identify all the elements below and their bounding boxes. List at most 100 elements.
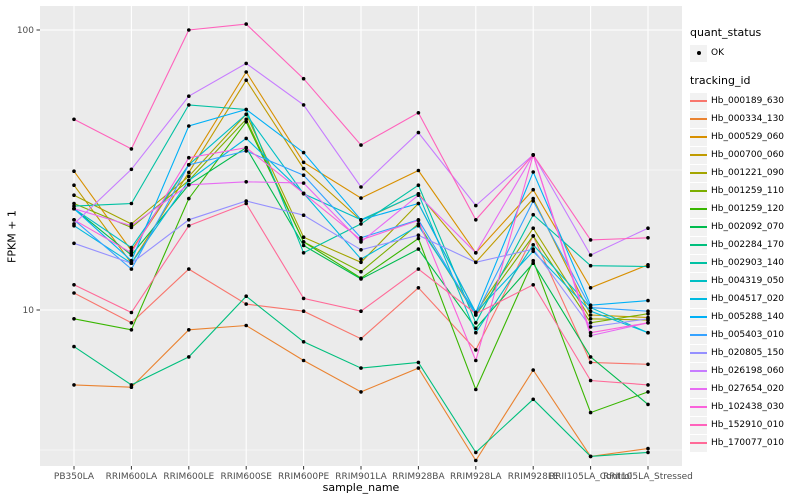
legend-key (690, 380, 707, 398)
data-point (244, 78, 248, 82)
data-point (301, 251, 306, 255)
data-point (646, 317, 650, 321)
legend-item-Hb_001221_090: Hb_001221_090 (690, 164, 798, 182)
legend-item-label: Hb_000189_630 (711, 96, 785, 106)
legend-item-label: Hb_005403_010 (711, 330, 785, 340)
legend-item-label: Hb_005288_140 (711, 312, 785, 322)
legend-item-Hb_004517_020: Hb_004517_020 (690, 290, 798, 308)
line-swatch-icon (690, 100, 707, 102)
data-point (588, 309, 593, 314)
legend-item-Hb_170077_010: Hb_170077_010 (690, 434, 798, 452)
data-point (416, 168, 421, 173)
legend-key (690, 416, 707, 434)
data-point (359, 248, 363, 252)
data-point (187, 155, 191, 160)
data-point (359, 185, 363, 189)
data-point (646, 298, 650, 303)
data-point (646, 311, 650, 316)
data-point (359, 196, 363, 200)
data-point (301, 240, 306, 244)
data-point (531, 153, 535, 157)
data-point (129, 167, 134, 172)
data-point (301, 243, 306, 248)
legend-key (690, 236, 707, 254)
data-point (588, 305, 593, 310)
data-point (187, 183, 191, 187)
data-point (646, 264, 650, 269)
legend-key (690, 146, 707, 164)
data-point (416, 233, 421, 237)
x-tick-label: RRIM928LE (508, 472, 559, 482)
legend-key (690, 92, 707, 110)
data-point (359, 257, 363, 261)
data-point (359, 269, 363, 274)
data-point (359, 277, 363, 281)
line-swatch-icon (690, 154, 707, 156)
data-point (244, 112, 248, 117)
data-point (301, 181, 306, 185)
data-point (416, 193, 421, 197)
data-point (474, 330, 478, 335)
legend-key (690, 128, 707, 146)
data-point (129, 328, 134, 332)
legend-item-label: Hb_020805_150 (711, 348, 785, 358)
data-point (646, 236, 650, 240)
data-point (244, 180, 248, 184)
data-point (301, 358, 306, 363)
legend-item-Hb_000189_630: Hb_000189_630 (690, 92, 798, 110)
data-point (244, 201, 248, 206)
legend-item-Hb_020805_150: Hb_020805_150 (690, 344, 798, 362)
data-point (187, 124, 191, 128)
data-point (244, 294, 248, 299)
legend-key (690, 398, 707, 416)
data-point (72, 344, 76, 349)
data-point (72, 183, 76, 187)
data-point (187, 163, 191, 167)
data-point (301, 76, 306, 81)
data-point (359, 366, 363, 370)
legend-items-tracking-id: Hb_000189_630 Hb_000334_130 Hb_000529_060 H… (690, 92, 798, 452)
legend-item-label: Hb_026198_060 (711, 366, 785, 376)
data-point (588, 454, 593, 459)
line-swatch-icon (690, 424, 707, 426)
legend-item-label: Hb_002092_070 (711, 222, 785, 232)
legend-item-Hb_000334_130: Hb_000334_130 (690, 110, 798, 128)
data-point (301, 340, 306, 344)
data-point (588, 253, 593, 257)
data-point (588, 321, 593, 325)
data-point (244, 323, 248, 328)
data-point (474, 387, 478, 392)
legend-item-label: Hb_004517_020 (711, 294, 785, 304)
line-swatch-icon (690, 352, 707, 354)
data-point (416, 111, 421, 115)
legend-item-quant-OK: OK (690, 44, 798, 62)
legend: quant_status OK tracking_id Hb_000189_63… (690, 26, 798, 464)
line-swatch-icon (690, 244, 707, 246)
data-point (531, 397, 535, 402)
data-point (646, 330, 650, 335)
x-tick-label: RRII105LA_Control (549, 472, 632, 482)
data-point (129, 261, 134, 266)
legend-key (690, 254, 707, 272)
x-tick-label: RRIM600SE (220, 472, 272, 482)
legend-item-label: Hb_152910_010 (711, 420, 785, 430)
data-point (72, 283, 76, 287)
x-tick-label: RRII105LA_Stressed (603, 472, 693, 482)
legend-key (690, 218, 707, 236)
y-axis-title: FPKM + 1 (5, 210, 19, 263)
legend-item-Hb_000700_060: Hb_000700_060 (690, 146, 798, 164)
data-point (244, 107, 248, 112)
data-point (72, 218, 76, 222)
data-point (301, 103, 306, 107)
data-point (129, 383, 134, 387)
legend-key (690, 44, 707, 62)
data-point (474, 348, 478, 352)
point-marker-icon (696, 51, 701, 55)
data-point (301, 160, 306, 165)
line-swatch-icon (690, 172, 707, 174)
data-point (531, 187, 535, 192)
data-point (187, 28, 191, 32)
data-point (301, 191, 306, 196)
legend-key (690, 164, 707, 182)
